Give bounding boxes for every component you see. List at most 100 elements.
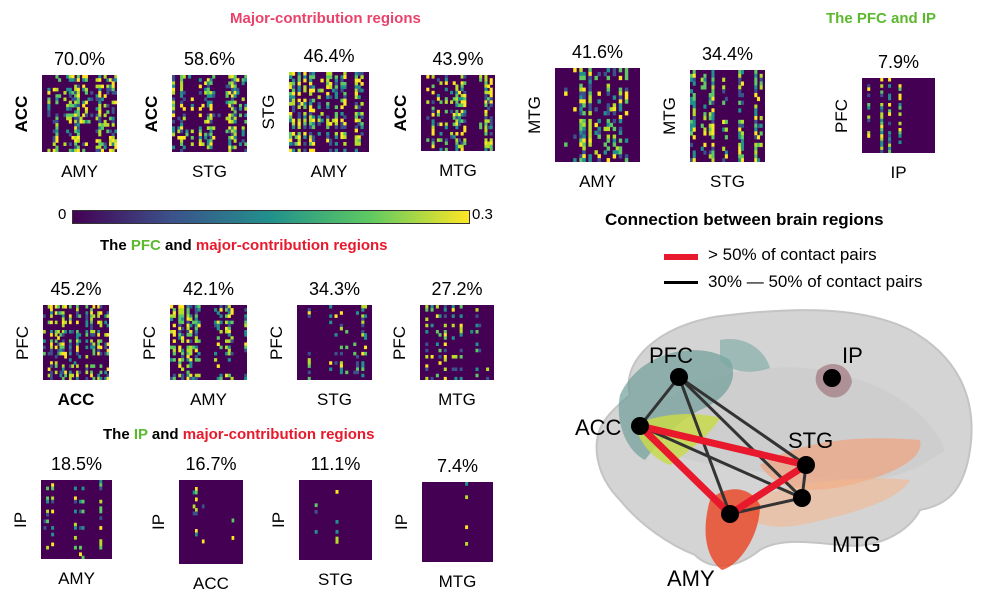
matrix-cell	[85, 330, 89, 334]
matrix-cell	[195, 497, 198, 502]
matrix-cell	[703, 116, 707, 121]
matrix-cell	[85, 367, 89, 372]
matrix-cell	[178, 336, 182, 340]
matrix-cell	[47, 91, 51, 95]
matrix-cell	[100, 123, 105, 127]
matrix-cell	[76, 370, 79, 375]
matrix-cell	[326, 72, 330, 76]
matrix-cell	[354, 95, 358, 100]
matrix-cell	[76, 339, 79, 343]
matrix-cell	[194, 320, 198, 325]
matrix-cell	[84, 119, 88, 124]
matrix-cell	[582, 99, 586, 104]
matrix-cell	[436, 97, 440, 101]
matrix-cell	[711, 123, 715, 128]
matrix-cell	[106, 323, 109, 328]
matrix-cell	[104, 370, 108, 375]
matrix-cell	[334, 88, 338, 93]
matrix-cell	[74, 110, 78, 114]
matrix-cell	[880, 137, 884, 141]
matrix-cell	[43, 339, 46, 343]
matrix-cell	[425, 364, 429, 368]
matrix-cell	[51, 499, 55, 504]
matrix-cell	[99, 311, 103, 315]
matrix-cell	[436, 109, 440, 114]
matrix-cell	[354, 102, 358, 106]
matrix-cell	[189, 339, 193, 343]
matrix-cell	[443, 308, 447, 312]
matrix-cell	[76, 351, 79, 356]
matrix-cell	[76, 330, 79, 334]
y-axis-label: MTG	[660, 97, 679, 135]
brain-label-acc: ACC	[575, 415, 622, 440]
matrix-cell	[329, 361, 333, 365]
matrix-cell	[52, 135, 56, 140]
matrix-cell	[692, 96, 696, 102]
matrix-cell	[170, 314, 174, 318]
matrix-cell	[230, 116, 235, 121]
matrix-cell	[106, 123, 110, 127]
matrix-cell	[216, 326, 220, 331]
matrix-cell	[76, 311, 79, 315]
matrix-cell	[108, 78, 113, 82]
matrix-cell	[291, 132, 296, 136]
matrix-cell	[50, 370, 53, 375]
matrix-cell	[216, 320, 220, 325]
matrix-cell	[95, 97, 99, 102]
matrix-cell	[54, 355, 58, 359]
matrix-cell	[54, 361, 58, 365]
matrix-cell	[597, 158, 601, 162]
percent-label: 18.5%	[50, 454, 103, 474]
matrix-cell	[97, 339, 100, 343]
matrix-cell	[711, 135, 715, 140]
matrix-cell	[76, 376, 79, 380]
matrix-cell	[225, 320, 229, 325]
colorbar-max-label: 0.3	[472, 206, 493, 223]
matrix-cell	[880, 128, 884, 132]
matrix-cell	[297, 105, 301, 110]
matrix-cell	[241, 132, 245, 137]
matrix-cell	[194, 311, 198, 315]
matrix-cell	[597, 71, 601, 77]
x-axis-label: MTG	[438, 572, 477, 591]
matrix-cell	[47, 103, 51, 108]
matrix-cell	[181, 305, 185, 309]
matrix-cell	[354, 75, 358, 80]
matrix-cell	[475, 314, 479, 318]
matrix-cell	[426, 138, 430, 142]
matrix-cell	[297, 75, 301, 80]
matrix-cell	[170, 330, 174, 334]
matrix-cell	[206, 91, 210, 95]
matrix-cell	[197, 339, 201, 343]
matrix-cell	[214, 320, 218, 325]
matrix-cell	[740, 142, 744, 148]
x-axis-label: AMY	[58, 569, 95, 588]
matrix-cell	[431, 84, 435, 89]
matrix-cell	[225, 351, 229, 356]
matrix-cell	[487, 97, 491, 101]
matrix-cell	[603, 71, 608, 77]
matrix-cell	[455, 116, 459, 120]
matrix-cell	[244, 333, 247, 337]
matrix-cell	[74, 78, 78, 82]
matrix-cell	[206, 113, 210, 118]
matrix-cell	[106, 87, 110, 92]
matrix-cell	[68, 342, 72, 347]
matrix-cell	[57, 305, 60, 309]
matrix-cell	[227, 308, 231, 312]
matrix-cell	[880, 90, 884, 95]
matrix-cell	[111, 139, 115, 143]
matrix-cell	[867, 87, 871, 91]
matrix-cell	[754, 85, 758, 90]
matrix-cell	[186, 326, 190, 331]
major-contribution-title: Major-contribution regions	[230, 10, 421, 27]
matrix-cell	[90, 314, 93, 318]
matrix-cell	[55, 94, 59, 98]
matrix-cell	[194, 308, 198, 312]
matrix-cell	[475, 308, 479, 312]
matrix-cell	[241, 139, 245, 143]
matrix-cell	[443, 367, 447, 372]
matrix-cell	[81, 486, 85, 491]
matrix-cell	[189, 330, 193, 334]
matrix-cell	[579, 99, 583, 104]
